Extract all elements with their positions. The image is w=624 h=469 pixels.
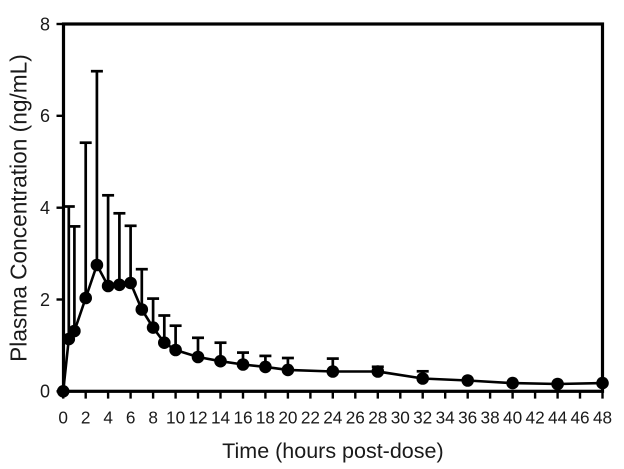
- svg-text:28: 28: [368, 408, 387, 428]
- svg-text:10: 10: [166, 408, 185, 428]
- svg-text:44: 44: [548, 408, 568, 428]
- svg-text:2: 2: [40, 290, 50, 310]
- svg-text:6: 6: [40, 106, 50, 126]
- svg-text:0: 0: [58, 408, 68, 428]
- svg-text:46: 46: [570, 408, 589, 428]
- svg-text:4: 4: [40, 198, 50, 218]
- svg-text:48: 48: [593, 408, 612, 428]
- svg-text:20: 20: [278, 408, 297, 428]
- svg-text:14: 14: [211, 408, 231, 428]
- svg-text:22: 22: [301, 408, 320, 428]
- svg-text:8: 8: [40, 14, 50, 34]
- svg-text:4: 4: [103, 408, 113, 428]
- svg-text:40: 40: [503, 408, 522, 428]
- svg-text:12: 12: [188, 408, 207, 428]
- svg-text:Plasma Concentration (ng/mL): Plasma Concentration (ng/mL): [6, 54, 32, 362]
- svg-text:2: 2: [81, 408, 91, 428]
- svg-text:18: 18: [256, 408, 275, 428]
- svg-text:Time (hours post-dose): Time (hours post-dose): [222, 439, 443, 463]
- svg-text:30: 30: [391, 408, 410, 428]
- svg-text:24: 24: [323, 408, 343, 428]
- svg-text:0: 0: [40, 382, 50, 402]
- svg-text:26: 26: [346, 408, 365, 428]
- svg-text:32: 32: [413, 408, 432, 428]
- svg-text:38: 38: [481, 408, 500, 428]
- svg-text:34: 34: [436, 408, 456, 428]
- svg-text:6: 6: [126, 408, 136, 428]
- svg-text:8: 8: [148, 408, 158, 428]
- svg-text:42: 42: [526, 408, 545, 428]
- svg-text:36: 36: [458, 408, 477, 428]
- svg-text:16: 16: [233, 408, 252, 428]
